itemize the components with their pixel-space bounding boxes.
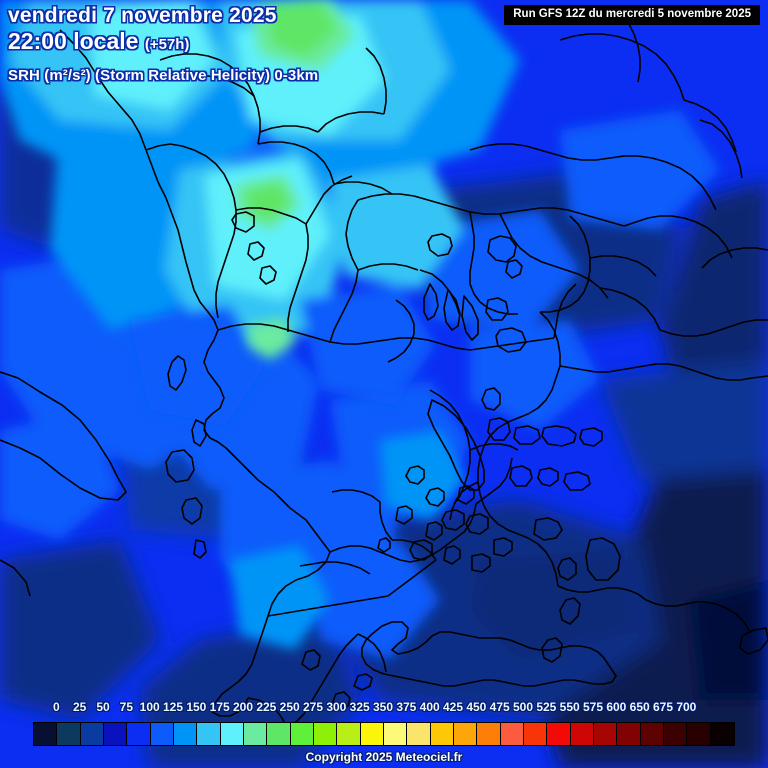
legend-swatch: [267, 723, 291, 745]
legend-swatch: [710, 723, 734, 745]
legend-swatch: [57, 723, 81, 745]
legend-swatch: [547, 723, 571, 745]
legend-tick: 250: [279, 700, 300, 714]
legend-color-bar[interactable]: [33, 722, 735, 746]
legend-tick: 450: [466, 700, 487, 714]
legend-tick: 425: [442, 700, 464, 714]
legend-tick: 600: [606, 700, 627, 714]
legend-swatch: [570, 723, 594, 745]
legend-tick: 650: [629, 700, 650, 714]
legend-swatch: [407, 723, 431, 745]
legend-tick: 325: [349, 700, 370, 714]
legend-swatch: [337, 723, 361, 745]
coastline-border-layer: [0, 9, 768, 727]
legend-swatch: [220, 723, 244, 745]
legend-swatch: [477, 723, 501, 745]
legend-tick: 300: [326, 700, 347, 714]
legend-swatch: [290, 723, 314, 745]
legend-tick: 25: [72, 700, 87, 714]
legend-tick: 75: [119, 700, 134, 714]
legend-swatch: [150, 723, 174, 745]
color-scale-legend: 0 25 50 75 100 125 150 175 200 225 250 275 300 325 350…: [0, 700, 768, 768]
model-run-badge: Run GFS 12Z du mercredi 5 novembre 2025: [504, 5, 760, 25]
legend-swatch: [80, 723, 104, 745]
legend-swatch: [687, 723, 711, 745]
legend-tick: 150: [186, 700, 207, 714]
legend-swatch: [173, 723, 198, 745]
legend-tick: 175: [209, 700, 230, 714]
legend-swatch: [617, 723, 641, 745]
legend-swatch: [430, 723, 454, 745]
legend-swatch: [360, 723, 384, 745]
legend-swatch: [663, 723, 688, 745]
legend-tick: 225: [256, 700, 277, 714]
legend-swatch: [640, 723, 664, 745]
legend-tick: 0: [52, 700, 60, 714]
legend-swatch: [103, 723, 128, 745]
legend-swatch: [593, 723, 618, 745]
legend-tick: 525: [536, 700, 557, 714]
legend-tick: 200: [232, 700, 254, 714]
copyright-label: Copyright 2025 Meteociel.fr: [305, 750, 463, 764]
legend-swatch: [34, 723, 58, 745]
legend-tick: 100: [139, 700, 160, 714]
legend-tick: 500: [512, 700, 534, 714]
field-blobs-cyan: [0, 0, 520, 650]
legend-swatch: [197, 723, 221, 745]
legend-tick: 125: [162, 700, 184, 714]
legend-tick: 675: [652, 700, 674, 714]
legend-tick: 350: [372, 700, 394, 714]
legend-tick-labels: 0 25 50 75 100 125 150 175 200 225 250 275 300 325 350…: [0, 700, 768, 718]
legend-swatch: [453, 723, 478, 745]
legend-tick: 400: [419, 700, 440, 714]
legend-swatch: [313, 723, 338, 745]
legend-swatch: [243, 723, 268, 745]
legend-tick: 375: [396, 700, 417, 714]
legend-swatch: [127, 723, 151, 745]
legend-tick: 275: [302, 700, 324, 714]
legend-tick: 700: [676, 700, 697, 714]
legend-swatch: [523, 723, 548, 745]
legend-tick: 550: [559, 700, 580, 714]
legend-swatch: [500, 723, 524, 745]
legend-swatch: [383, 723, 408, 745]
legend-tick: 475: [489, 700, 510, 714]
legend-tick: 575: [582, 700, 604, 714]
legend-tick: 50: [96, 700, 110, 714]
